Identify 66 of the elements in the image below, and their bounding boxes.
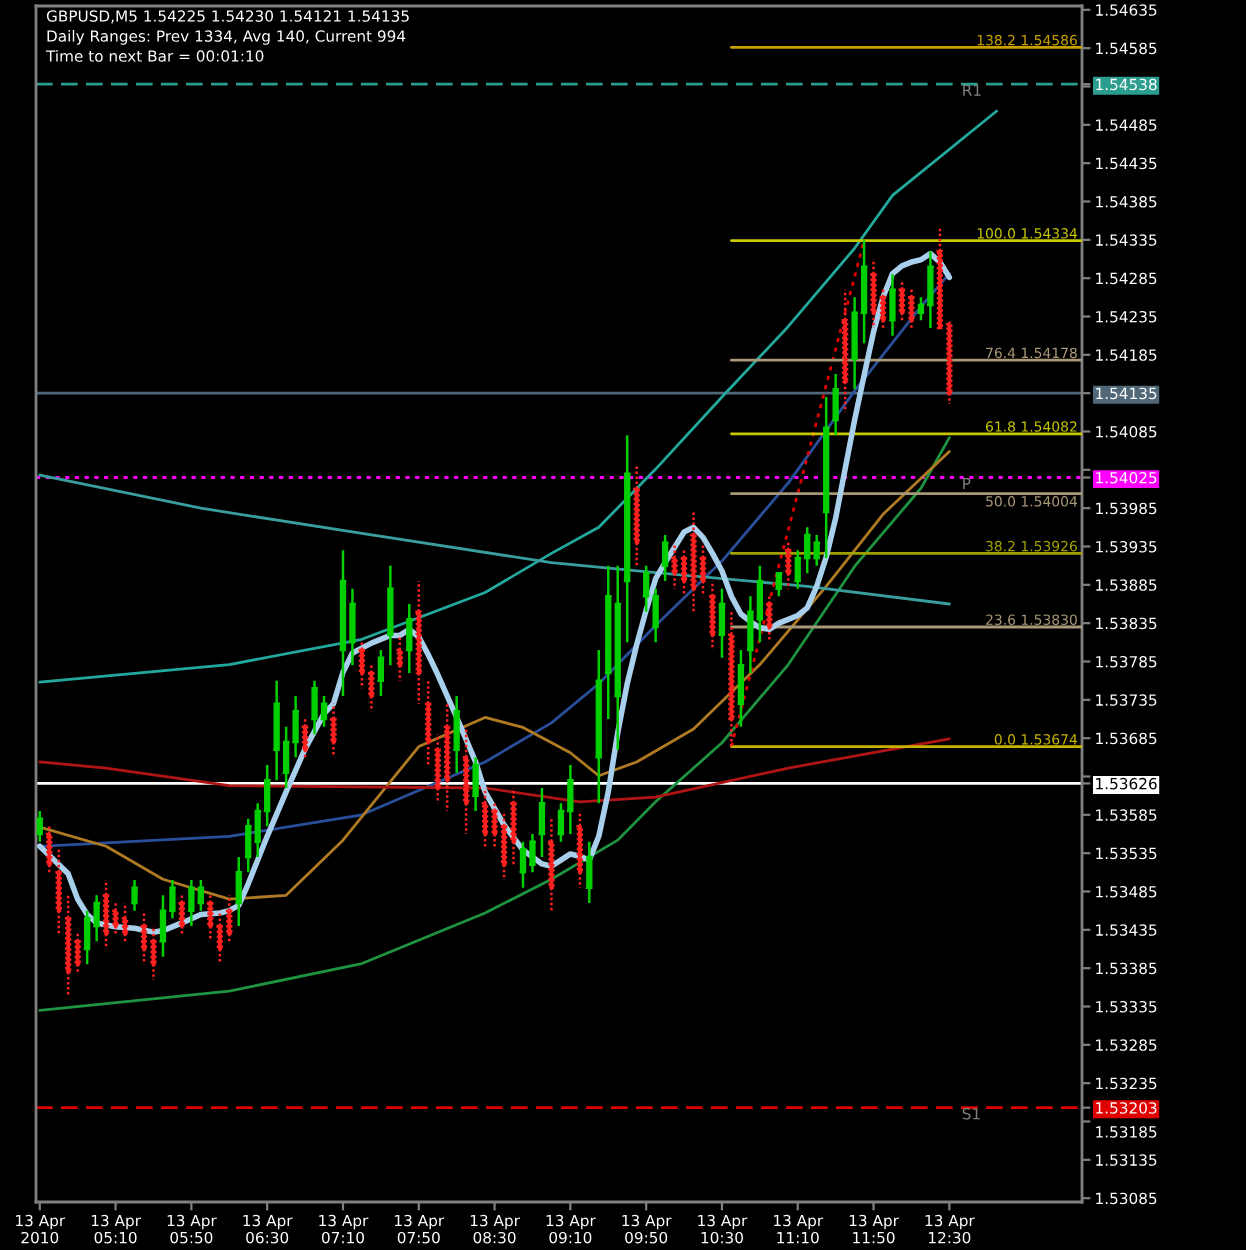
- candlestick: [309, 679, 320, 736]
- candlestick: [622, 434, 632, 644]
- candlestick: [831, 372, 841, 437]
- candlestick: [357, 641, 367, 690]
- candlestick: [925, 250, 936, 330]
- candlestick: [840, 288, 850, 414]
- candlestick: [120, 901, 130, 943]
- candlestick: [774, 572, 784, 598]
- candlestick: [480, 786, 490, 851]
- candlestick: [338, 549, 348, 698]
- candlestick: [385, 564, 396, 667]
- candlestick: [537, 786, 547, 859]
- candlestick: [707, 579, 718, 652]
- candlestick: [442, 702, 452, 813]
- candlestick: [414, 579, 424, 705]
- candlestick: [688, 510, 699, 613]
- candlestick: [603, 564, 613, 721]
- candlestick: [452, 694, 462, 774]
- candlestick: [584, 840, 594, 905]
- candlestick: [594, 648, 604, 805]
- candlestick: [726, 610, 737, 748]
- candlestick: [764, 595, 774, 644]
- line-series: [38, 436, 951, 1012]
- line-series: [38, 272, 951, 848]
- candlestick: [812, 533, 822, 567]
- candlestick: [736, 648, 746, 728]
- candlestick: [717, 587, 727, 659]
- candlestick: [878, 288, 888, 330]
- line-series: [38, 450, 951, 901]
- candlestick: [101, 878, 111, 951]
- candlestick: [271, 679, 282, 782]
- candlestick: [897, 280, 907, 322]
- candlestick: [887, 273, 898, 337]
- candlestick: [868, 257, 879, 330]
- candlestick: [44, 825, 54, 874]
- candlestick: [575, 809, 585, 889]
- candlestick: [565, 763, 576, 836]
- candlestick: [632, 464, 642, 567]
- candlestick: [300, 717, 310, 759]
- line-series: [37, 250, 953, 935]
- candlestick: [328, 702, 339, 759]
- candlestick: [669, 541, 680, 590]
- candlestick: [423, 679, 433, 767]
- candlestick: [518, 840, 528, 889]
- candlestick: [821, 395, 831, 560]
- candlestick: [395, 633, 405, 682]
- candlestick: [461, 725, 471, 836]
- candlestick: [906, 288, 917, 330]
- line-series: [38, 737, 951, 804]
- candlestick: [366, 664, 377, 713]
- candlestick: [234, 855, 244, 928]
- candlestick: [376, 648, 386, 698]
- candlestick: [470, 756, 481, 813]
- candlestick: [613, 564, 623, 751]
- candlestick: [660, 533, 670, 583]
- candlestick: [186, 878, 197, 928]
- candlestick: [129, 878, 140, 912]
- candlestick: [36, 809, 45, 843]
- candlestick: [546, 817, 557, 912]
- candlestick: [783, 541, 793, 590]
- candlestick: [63, 894, 73, 997]
- candlestick: [404, 602, 414, 675]
- candlestick: [698, 541, 708, 598]
- candlestick: [177, 894, 187, 935]
- candlestick: [54, 848, 64, 935]
- line-series: [38, 473, 951, 606]
